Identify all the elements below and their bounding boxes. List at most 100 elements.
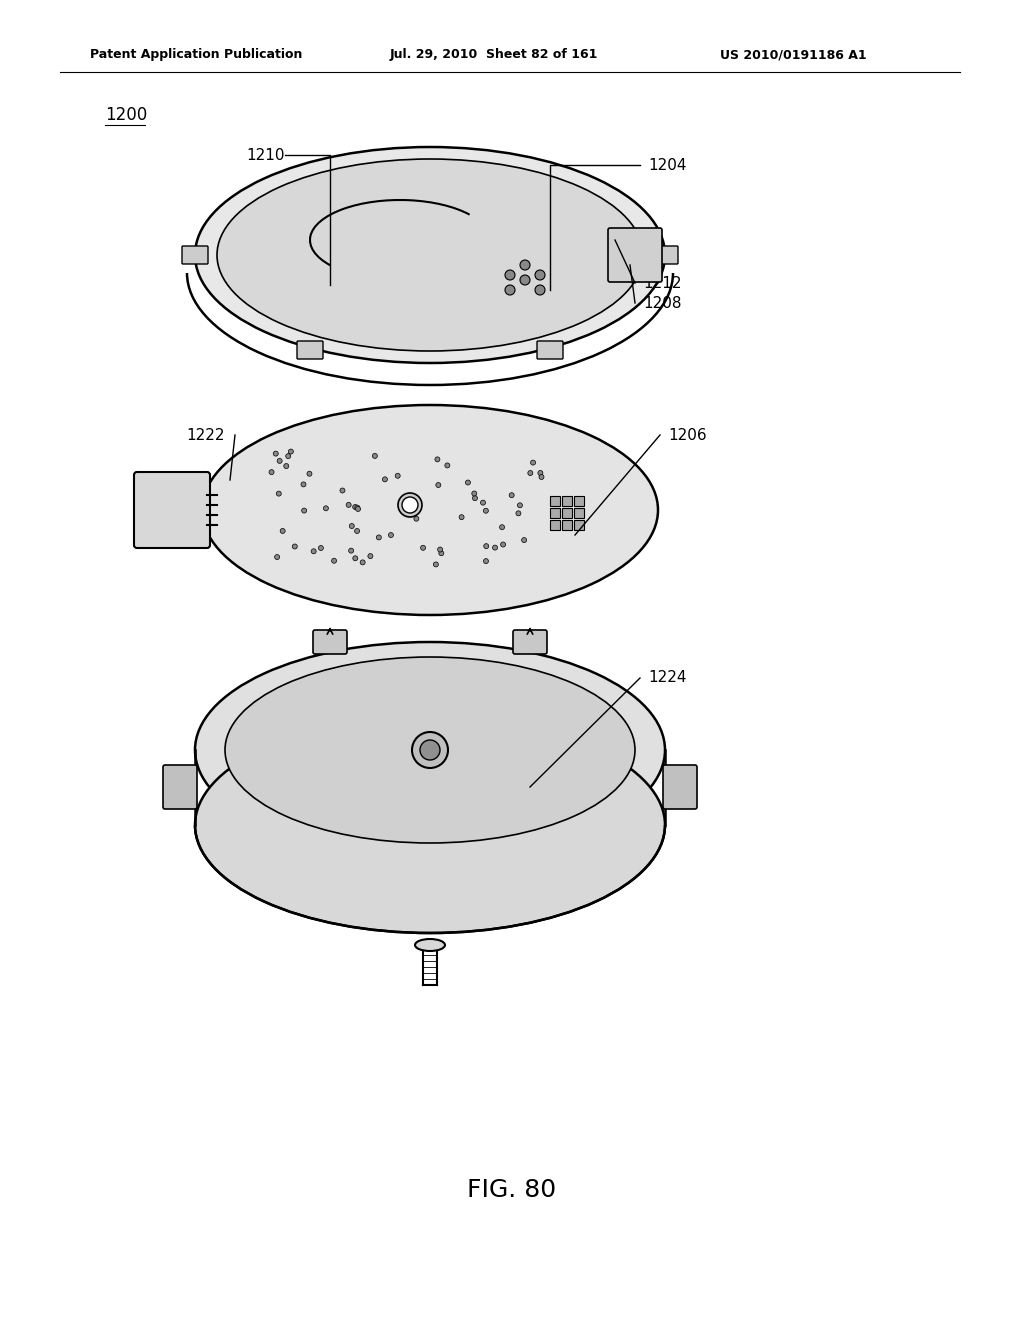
Ellipse shape (195, 642, 665, 858)
Text: 1208: 1208 (643, 296, 682, 310)
Circle shape (500, 524, 505, 529)
Circle shape (539, 474, 544, 479)
Circle shape (377, 535, 381, 540)
FancyBboxPatch shape (297, 341, 323, 359)
Circle shape (307, 471, 312, 477)
Text: 1200: 1200 (105, 106, 147, 124)
Circle shape (535, 271, 545, 280)
Circle shape (527, 470, 532, 475)
FancyBboxPatch shape (537, 341, 563, 359)
Circle shape (286, 454, 291, 458)
FancyBboxPatch shape (134, 473, 210, 548)
Bar (574, 520, 584, 531)
Bar (574, 508, 584, 517)
Circle shape (301, 482, 306, 487)
Circle shape (483, 508, 488, 513)
Text: US 2010/0191186 A1: US 2010/0191186 A1 (720, 48, 866, 61)
Circle shape (466, 480, 470, 484)
Circle shape (459, 515, 464, 520)
Circle shape (360, 560, 366, 565)
Circle shape (433, 562, 438, 566)
Text: Jul. 29, 2010  Sheet 82 of 161: Jul. 29, 2010 Sheet 82 of 161 (390, 48, 598, 61)
Circle shape (278, 458, 283, 463)
Ellipse shape (217, 158, 643, 351)
Circle shape (398, 492, 422, 517)
Circle shape (355, 507, 360, 511)
Circle shape (281, 528, 285, 533)
Bar (550, 496, 560, 506)
Text: Patent Application Publication: Patent Application Publication (90, 48, 302, 61)
Circle shape (274, 554, 280, 560)
Circle shape (373, 453, 378, 458)
Text: 1206: 1206 (668, 428, 707, 442)
FancyBboxPatch shape (513, 630, 547, 653)
FancyBboxPatch shape (163, 766, 197, 809)
Ellipse shape (225, 657, 635, 843)
Circle shape (472, 491, 477, 496)
Circle shape (276, 491, 282, 496)
Text: FIG. 80: FIG. 80 (467, 1177, 557, 1203)
Circle shape (292, 544, 297, 549)
Circle shape (302, 508, 306, 513)
Bar (550, 508, 560, 517)
Circle shape (501, 543, 506, 546)
Circle shape (318, 545, 324, 550)
Circle shape (414, 516, 419, 521)
Bar (562, 508, 572, 517)
Circle shape (354, 506, 359, 510)
Circle shape (444, 463, 450, 467)
Circle shape (289, 449, 293, 454)
Circle shape (284, 463, 289, 469)
Circle shape (493, 545, 498, 550)
Circle shape (509, 492, 514, 498)
Circle shape (516, 511, 521, 516)
Circle shape (480, 500, 485, 506)
Bar (550, 520, 560, 531)
Circle shape (420, 741, 440, 760)
Circle shape (472, 496, 477, 500)
Text: 1222: 1222 (186, 428, 225, 442)
Bar (562, 520, 572, 531)
Circle shape (521, 537, 526, 543)
Text: 1212: 1212 (643, 276, 682, 290)
Circle shape (530, 461, 536, 465)
Circle shape (439, 550, 443, 556)
Ellipse shape (202, 405, 658, 615)
Circle shape (388, 532, 393, 537)
Circle shape (352, 504, 357, 510)
Ellipse shape (195, 147, 665, 363)
Bar (574, 496, 584, 506)
Circle shape (402, 498, 418, 513)
FancyBboxPatch shape (182, 246, 208, 264)
Circle shape (332, 558, 337, 564)
Circle shape (535, 285, 545, 294)
Circle shape (483, 544, 488, 549)
Text: 1204: 1204 (648, 157, 686, 173)
Circle shape (368, 553, 373, 558)
Circle shape (311, 549, 316, 554)
Circle shape (517, 503, 522, 508)
FancyBboxPatch shape (313, 630, 347, 653)
Text: 1210: 1210 (247, 148, 285, 162)
Ellipse shape (195, 717, 665, 933)
Circle shape (395, 474, 400, 478)
Circle shape (324, 506, 329, 511)
Bar (562, 496, 572, 506)
Circle shape (435, 457, 440, 462)
Circle shape (348, 548, 353, 553)
FancyBboxPatch shape (652, 246, 678, 264)
Circle shape (421, 545, 426, 550)
Circle shape (436, 483, 440, 487)
Text: 1224: 1224 (648, 671, 686, 685)
Circle shape (382, 477, 387, 482)
Circle shape (346, 503, 351, 507)
FancyBboxPatch shape (608, 228, 662, 282)
Circle shape (520, 275, 530, 285)
Circle shape (505, 285, 515, 294)
Circle shape (520, 260, 530, 271)
Circle shape (505, 271, 515, 280)
Circle shape (273, 451, 279, 457)
Circle shape (538, 470, 543, 475)
Circle shape (269, 470, 274, 475)
Circle shape (412, 733, 449, 768)
